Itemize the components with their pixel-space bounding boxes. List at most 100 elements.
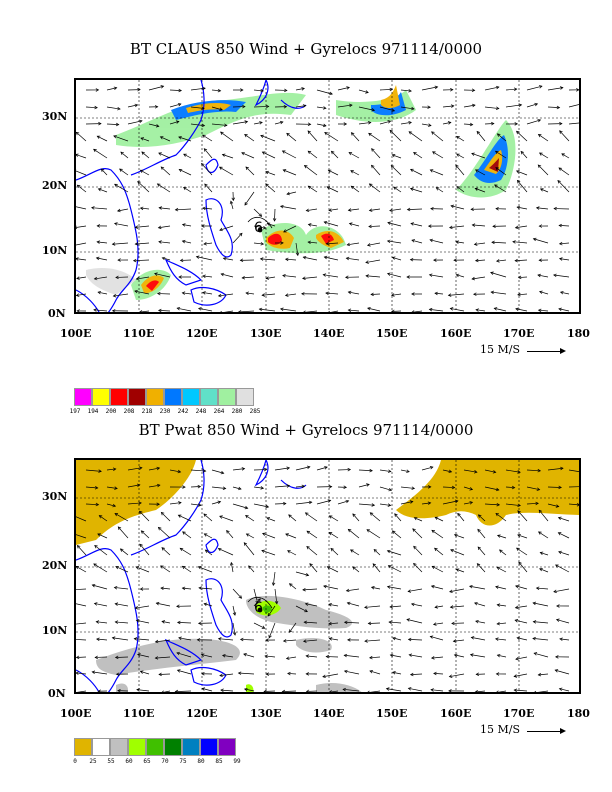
wind-arrow — [272, 571, 276, 586]
colorbar-pwat-labels: 0 25 55 60 65 70 75 80 85 99 — [66, 758, 246, 765]
wind-arrow — [224, 310, 234, 312]
wind-arrowhead — [201, 123, 206, 128]
wind-arrow — [222, 154, 234, 159]
wind-arrowhead — [161, 690, 164, 692]
colorbar-swatch — [74, 738, 92, 756]
wind-arrow — [477, 563, 486, 573]
wind-arrowhead — [553, 589, 557, 594]
wind-arrowhead — [97, 188, 102, 192]
wind-arrow — [410, 168, 423, 176]
wind-arrowhead — [302, 276, 306, 280]
wind-arrowhead — [368, 224, 372, 229]
wind-arrow — [556, 619, 570, 624]
wind-arrowhead — [472, 103, 476, 108]
wind-arrowhead — [136, 688, 140, 692]
wind-arrow — [364, 639, 381, 642]
y-tick-10n: 10N — [42, 244, 68, 257]
wind-arrowhead — [493, 307, 498, 311]
wind-arrowhead — [537, 164, 542, 169]
wind-arrowhead — [328, 208, 332, 212]
wind-arrow — [364, 605, 381, 608]
wind-arrow — [411, 239, 423, 244]
wind-arrowhead — [434, 547, 438, 552]
wind-arrowhead — [408, 131, 413, 135]
wind-arrowhead — [387, 565, 392, 569]
wind-arrow — [178, 514, 192, 522]
wind-arrowhead — [113, 585, 118, 590]
wind-arrowhead — [174, 207, 179, 212]
wind-arrowhead — [534, 102, 539, 107]
wind-arrowhead — [429, 466, 434, 470]
wind-arrow — [406, 619, 423, 624]
wind-arrowhead — [329, 91, 333, 96]
wind-arrowhead — [154, 656, 159, 660]
wind-arrow — [538, 309, 549, 312]
wind-arrowhead — [175, 120, 180, 124]
wind-arrowhead — [271, 582, 276, 587]
colorbar-label: 248 — [195, 408, 207, 415]
wind-arrow — [76, 672, 87, 675]
wind-arrowhead — [244, 120, 249, 124]
wind-arrow — [392, 671, 402, 675]
wind-arrowhead — [370, 292, 374, 297]
wind-arrow — [253, 598, 261, 607]
wind-arrowhead — [287, 550, 291, 554]
wind-arrow — [127, 502, 142, 505]
wind-arrowhead — [327, 499, 332, 503]
wind-arrow — [183, 187, 192, 193]
wind-arrowhead — [389, 208, 393, 213]
colorbar-label: 85 — [215, 758, 223, 765]
wind-arrow — [190, 486, 201, 488]
wind-arrow — [347, 602, 360, 607]
wind-arrow — [76, 131, 87, 142]
wind-arrow — [448, 293, 465, 296]
wind-arrowhead — [406, 618, 410, 622]
wind-arrowhead — [322, 123, 327, 128]
wind-arrow — [190, 106, 205, 109]
wind-arrowhead — [348, 222, 353, 226]
wind-arrow — [366, 529, 381, 539]
wind-arrowhead — [183, 186, 187, 191]
wind-arrowhead — [114, 486, 118, 490]
wind-arrow — [453, 639, 465, 642]
wind-arrow — [295, 485, 305, 488]
wind-arrow — [348, 208, 360, 211]
wind-arrow — [120, 151, 129, 159]
wind-arrow — [475, 259, 486, 262]
wind-arrow — [559, 688, 570, 692]
wind-arrow — [158, 152, 171, 159]
wind-arrow — [139, 511, 150, 522]
wind-arrowhead — [222, 486, 227, 490]
wind-arrowhead — [97, 533, 101, 537]
wind-arrowhead — [448, 689, 452, 692]
wind-arrowhead — [469, 584, 473, 589]
wind-arrow — [158, 310, 171, 312]
wind-arrowhead — [135, 276, 140, 281]
wind-arrow — [371, 148, 381, 159]
wind-arrowhead — [373, 548, 378, 553]
wind-arrowhead — [387, 221, 391, 225]
wind-arrow — [358, 122, 371, 125]
wind-arrowhead — [202, 469, 207, 473]
wind-arrowhead — [386, 549, 391, 554]
wind-arrow — [76, 276, 87, 279]
wind-arrow — [351, 132, 360, 142]
wind-arrow — [76, 690, 87, 692]
wind-arrowhead — [203, 533, 208, 537]
wind-arrowhead — [114, 655, 119, 660]
wind-arrowhead — [174, 689, 179, 692]
wind-arrow — [433, 673, 444, 675]
wind-arrow — [253, 225, 266, 229]
wind-arrowhead — [160, 565, 164, 569]
wind-arrow — [232, 588, 242, 599]
wind-arrowhead — [307, 130, 312, 134]
x-tick-label: 110E — [123, 327, 155, 340]
wind-arrow — [114, 223, 129, 227]
wind-arrowhead — [93, 148, 97, 153]
wind-arrowhead — [490, 271, 494, 275]
wind-arrowhead — [366, 529, 371, 533]
wind-arrowhead — [366, 243, 371, 247]
wind-arrow — [532, 638, 549, 641]
wind-arrowhead — [220, 272, 225, 277]
wind-arrow — [274, 503, 286, 505]
